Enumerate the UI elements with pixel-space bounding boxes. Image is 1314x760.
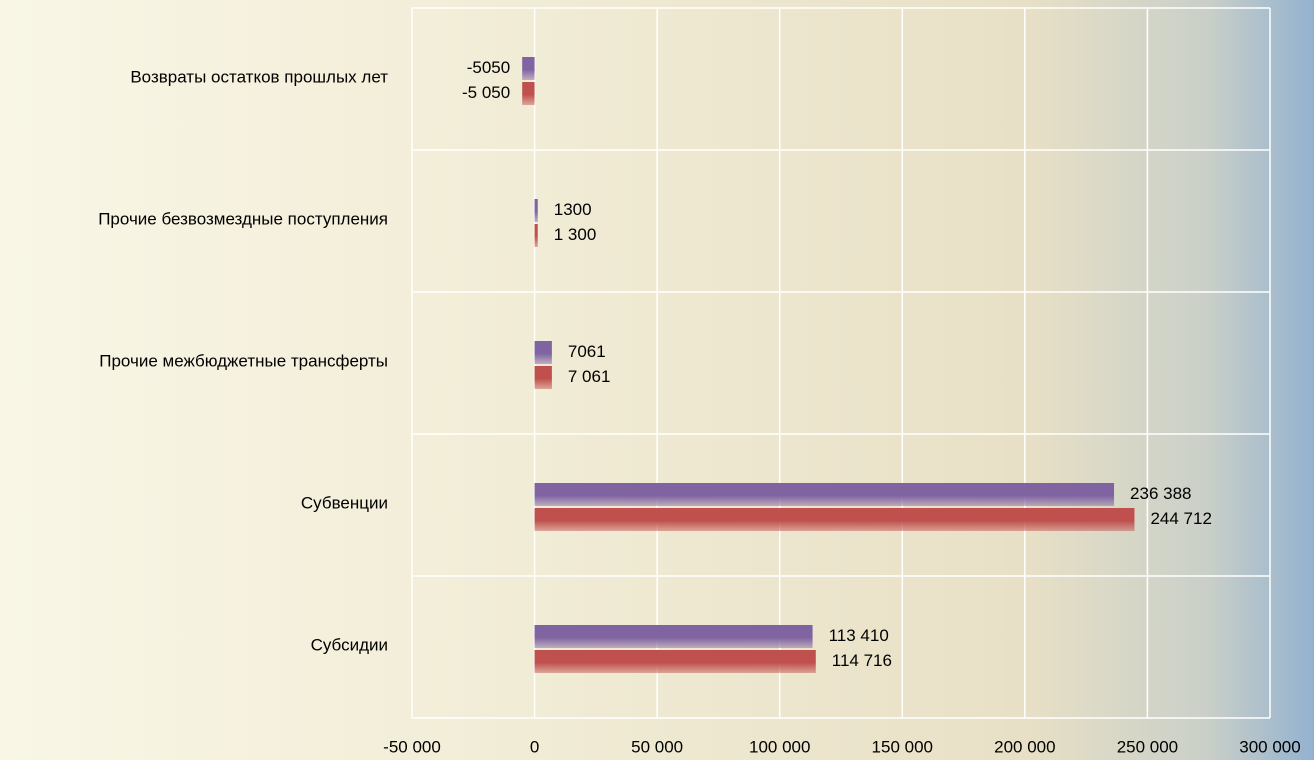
data-label: 1300 (554, 200, 592, 219)
data-label: -5050 (467, 58, 510, 77)
bar (534, 650, 816, 673)
bar (534, 625, 813, 648)
bar (534, 508, 1135, 531)
bar (522, 82, 535, 105)
bar (534, 341, 552, 364)
y-tick-label: Возвраты остатков прошлых лет (130, 67, 388, 86)
data-label: -5 050 (462, 83, 510, 102)
x-tick-label: 100 000 (749, 737, 810, 756)
bar (534, 483, 1115, 506)
y-tick-label: Прочие межбюджетные трансферты (99, 351, 388, 370)
y-tick-label: Субсидии (311, 635, 388, 654)
data-label: 114 716 (832, 651, 892, 670)
x-tick-label: 150 000 (872, 737, 933, 756)
bar (534, 199, 538, 222)
y-tick-label: Прочие безвозмездные поступления (98, 209, 388, 228)
data-label: 7 061 (568, 367, 611, 386)
x-tick-label: 0 (530, 737, 539, 756)
data-label: 113 410 (829, 626, 889, 645)
bar (534, 366, 552, 389)
x-tick-label: 300 000 (1239, 737, 1300, 756)
y-tick-label: Субвенции (301, 493, 388, 512)
data-label: 236 388 (1130, 484, 1191, 503)
x-tick-label: 50 000 (631, 737, 683, 756)
x-tick-label: 200 000 (994, 737, 1055, 756)
data-label: 7061 (568, 342, 606, 361)
data-label: 244 712 (1150, 509, 1211, 528)
x-tick-label: 250 000 (1117, 737, 1178, 756)
bar (534, 224, 538, 247)
x-tick-label: -50 000 (383, 737, 441, 756)
bar (522, 57, 535, 80)
data-label: 1 300 (554, 225, 597, 244)
